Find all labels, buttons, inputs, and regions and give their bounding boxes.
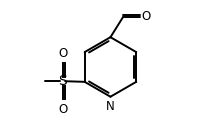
Text: N: N	[106, 100, 115, 113]
Text: S: S	[59, 74, 67, 88]
Text: O: O	[141, 10, 150, 23]
Text: O: O	[58, 46, 68, 60]
Text: O: O	[58, 103, 68, 116]
